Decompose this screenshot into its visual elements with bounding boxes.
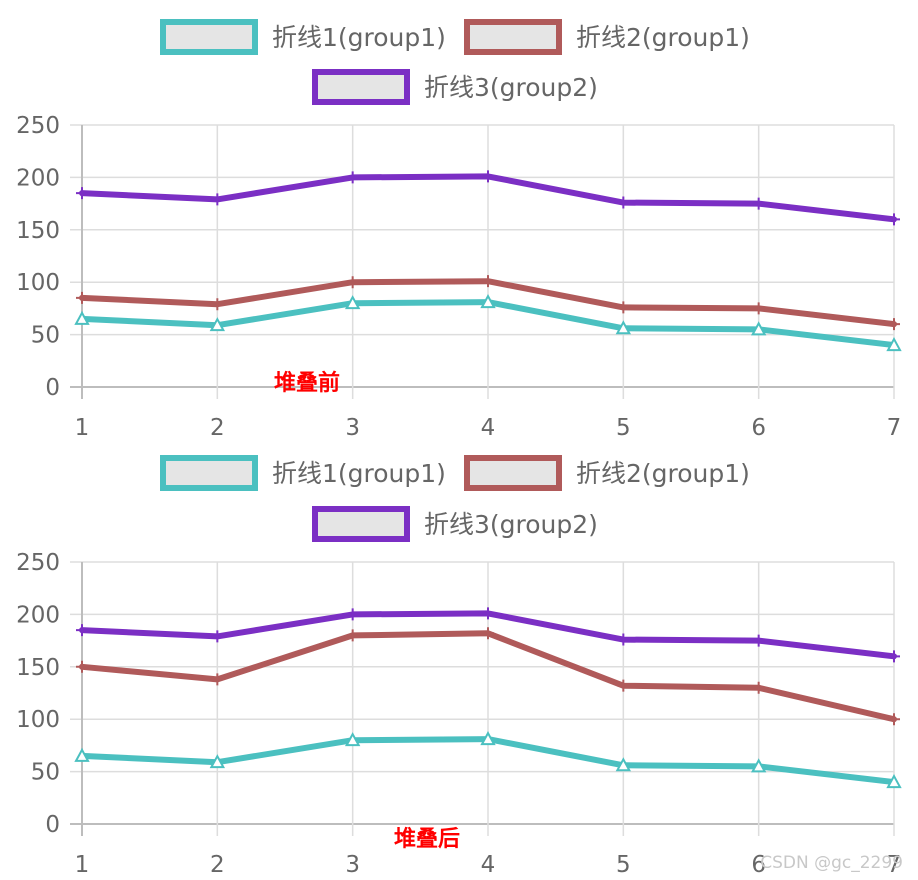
y-tick-label: 0	[45, 812, 60, 838]
data-point	[76, 187, 88, 200]
y-tick-label: 100	[16, 270, 60, 296]
y-tick-label: 250	[16, 113, 60, 139]
data-point	[344, 732, 361, 747]
data-point	[750, 758, 767, 773]
legend-swatch	[464, 455, 562, 491]
data-point	[211, 673, 224, 686]
x-tick-label: 7	[887, 415, 902, 441]
data-point	[76, 624, 88, 637]
legend-swatch	[312, 69, 410, 105]
y-tick-label: 50	[31, 760, 60, 786]
data-point	[888, 713, 900, 726]
data-point	[752, 634, 765, 647]
data-point	[752, 197, 765, 210]
x-tick-label: 3	[345, 415, 360, 441]
data-point	[74, 747, 90, 762]
data-point	[615, 320, 632, 335]
data-point	[482, 275, 494, 288]
y-tick-label: 100	[16, 707, 60, 733]
data-point	[482, 170, 494, 183]
y-tick-label: 200	[16, 602, 60, 628]
legend-label: 折线2(group1)	[576, 23, 750, 52]
data-point	[209, 754, 226, 769]
legend-item: 折线1(group1)	[160, 455, 446, 491]
legend-item: 折线2(group1)	[464, 455, 750, 491]
data-point	[752, 681, 765, 694]
legend-swatch	[160, 19, 258, 55]
data-point	[480, 731, 496, 746]
x-tick-label: 1	[75, 415, 90, 441]
y-tick-label: 250	[16, 550, 60, 576]
data-point	[617, 196, 630, 209]
data-point	[480, 294, 496, 309]
chart-2: 折线1(group1) 折线2(group1)折线3(group2)2502001…	[16, 455, 902, 878]
data-point	[76, 291, 88, 304]
legend-label: 折线3(group2)	[424, 510, 598, 539]
data-point	[752, 302, 765, 315]
chart-1: 折线1(group1) 折线2(group1)折线3(group2)2502001…	[16, 19, 902, 441]
data-point	[344, 295, 361, 310]
x-tick-label: 3	[345, 852, 360, 878]
data-point	[346, 171, 359, 184]
x-tick-label: 7	[887, 852, 902, 878]
legend-label: 折线1(group1)	[272, 23, 446, 52]
data-point	[346, 608, 359, 621]
y-tick-label: 50	[31, 323, 60, 349]
y-tick-label: 150	[16, 655, 60, 681]
x-tick-label: 6	[751, 415, 766, 441]
x-tick-label: 5	[616, 852, 631, 878]
data-point	[211, 630, 224, 643]
y-tick-label: 150	[16, 218, 60, 244]
x-tick-label: 2	[210, 415, 225, 441]
data-point	[211, 298, 224, 311]
data-point	[888, 650, 900, 663]
data-point	[346, 276, 359, 289]
data-point	[482, 607, 494, 620]
chart-annotation: 堆叠后	[394, 827, 460, 852]
legend-swatch	[464, 19, 562, 55]
y-tick-label: 0	[45, 375, 60, 401]
legend-item: 折线1(group1)	[160, 19, 446, 55]
legend-item: 折线3(group2)	[312, 69, 598, 105]
legend-item: 折线2(group1)	[464, 19, 750, 55]
data-point	[76, 660, 88, 673]
x-tick-label: 6	[751, 852, 766, 878]
data-point	[615, 757, 632, 772]
data-point	[617, 633, 630, 646]
data-point	[888, 318, 900, 331]
legend-label: 折线2(group1)	[576, 459, 750, 488]
y-tick-label: 200	[16, 165, 60, 191]
data-point	[886, 773, 902, 789]
legend-label: 折线3(group2)	[424, 73, 598, 102]
legend-swatch	[160, 455, 258, 491]
data-point	[617, 679, 630, 692]
data-point	[209, 317, 226, 332]
data-point	[482, 627, 494, 640]
x-tick-label: 4	[481, 852, 496, 878]
x-tick-label: 4	[481, 415, 496, 441]
data-point	[888, 213, 900, 226]
data-point	[211, 193, 224, 206]
x-tick-label: 1	[75, 852, 90, 878]
chart-annotation: 堆叠前	[274, 370, 340, 396]
data-point	[886, 336, 902, 352]
data-point	[750, 321, 767, 336]
data-point	[617, 301, 630, 314]
legend-swatch	[312, 506, 410, 542]
x-tick-label: 5	[616, 415, 631, 441]
data-point	[346, 629, 359, 642]
legend-item: 折线3(group2)	[312, 506, 598, 542]
legend-label: 折线1(group1)	[272, 459, 446, 488]
watermark-text: CSDN @gc_2299	[760, 853, 903, 873]
x-tick-label: 2	[210, 852, 225, 878]
data-point	[74, 310, 90, 325]
